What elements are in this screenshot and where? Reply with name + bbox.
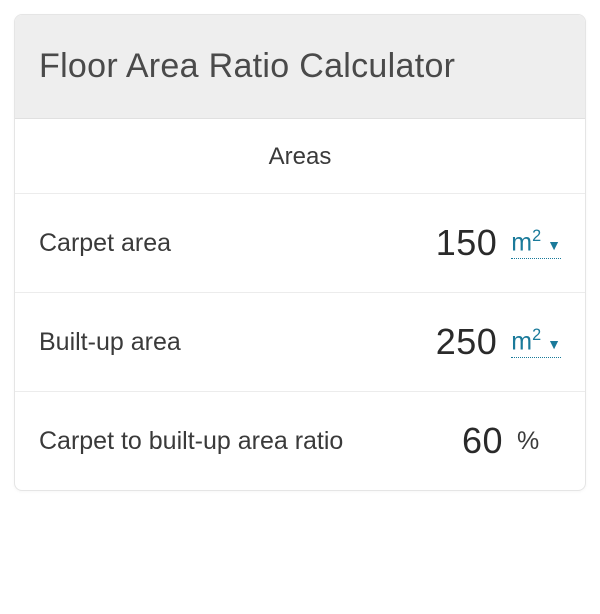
input-row: Carpet area 150 m2 ▼ [15, 194, 585, 293]
ratio-label: Carpet to built-up area ratio [39, 427, 462, 456]
unit-label: m2 [511, 227, 541, 257]
card-header: Floor Area Ratio Calculator [15, 15, 585, 119]
carpet-area-value[interactable]: 150 [436, 222, 498, 264]
input-row: Built-up area 250 m2 ▼ [15, 293, 585, 392]
page-title: Floor Area Ratio Calculator [39, 47, 561, 86]
output-row: Carpet to built-up area ratio 60 % [15, 392, 585, 490]
carpet-area-unit-selector[interactable]: m2 ▼ [511, 227, 561, 259]
carpet-area-label: Carpet area [39, 229, 436, 258]
builtup-area-label: Built-up area [39, 328, 436, 357]
chevron-down-icon: ▼ [547, 238, 561, 252]
builtup-area-value[interactable]: 250 [436, 321, 498, 363]
calculator-card: Floor Area Ratio Calculator Areas Carpet… [14, 14, 586, 491]
ratio-value: 60 [462, 420, 503, 462]
chevron-down-icon: ▼ [547, 337, 561, 351]
unit-label: m2 [511, 326, 541, 356]
ratio-unit: % [517, 427, 561, 456]
section-label: Areas [15, 119, 585, 194]
builtup-area-unit-selector[interactable]: m2 ▼ [511, 326, 561, 358]
